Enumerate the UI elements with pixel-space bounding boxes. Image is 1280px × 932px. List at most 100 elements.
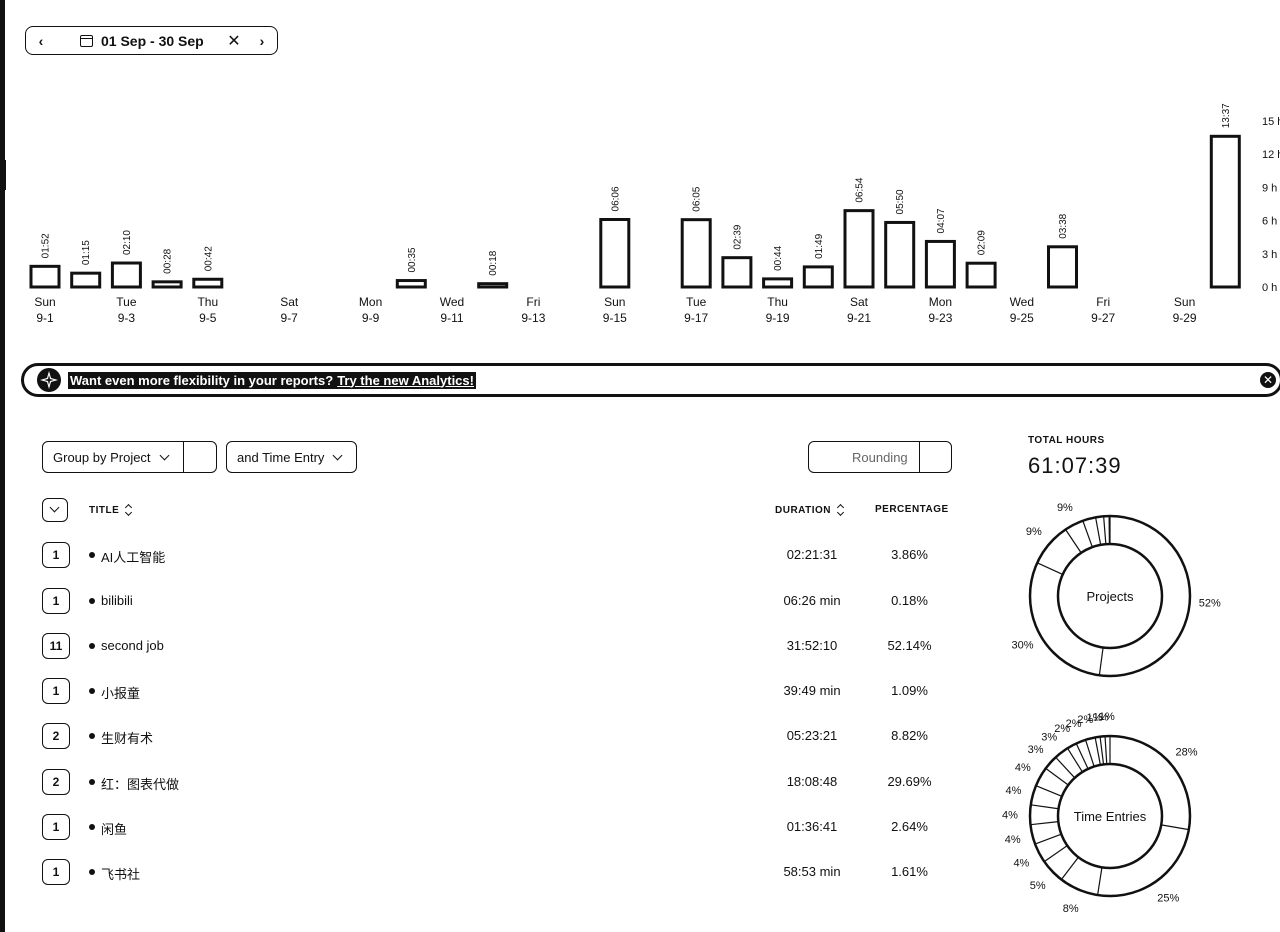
project-color-dot — [89, 733, 95, 739]
chevron-down-icon — [332, 450, 343, 460]
daily-duration-bar-chart: 01:52 01:15 02:10 00:28 00:42 00:35 00:18 06:06… — [29, 103, 1280, 325]
bar-9-17 — [680, 218, 712, 289]
project-color-dot — [89, 598, 95, 604]
donut-slice-label: 3% — [1028, 744, 1044, 756]
donut-center-label: Time Entries — [1074, 809, 1147, 824]
x-tick-day-label: Wed — [1010, 295, 1034, 309]
table-row[interactable]: 11 second job 31:52:10 52.14% — [42, 633, 962, 659]
percentage-column-header: PERCENTAGE — [875, 504, 949, 515]
donut-slice-label: 4% — [1002, 809, 1018, 821]
group-by-dropdown[interactable]: Group by Project — [42, 441, 217, 473]
project-name: 红：图表代做 — [101, 777, 180, 792]
donut-slice-label: 9% — [1057, 502, 1073, 514]
x-tick-date-label: 9-15 — [603, 311, 627, 325]
close-icon[interactable]: ✕ — [227, 32, 241, 50]
x-tick-day-label: Mon — [359, 295, 382, 309]
rounding-toggle[interactable]: Rounding — [808, 441, 952, 473]
bar-value-label: 01:49 — [814, 233, 825, 258]
duration-column-header[interactable]: DURATION — [775, 504, 845, 516]
bar-value-label: 00:18 — [488, 250, 499, 275]
entry-count-button[interactable]: 2 — [42, 723, 70, 749]
sort-icon[interactable] — [125, 504, 133, 516]
x-tick-date-label: 9-17 — [684, 311, 708, 325]
donut-slice-label: 52% — [1199, 598, 1221, 610]
x-tick-date-label: 9-5 — [199, 311, 217, 325]
donut-slice-label: 28% — [1175, 747, 1197, 759]
x-tick-day-label: Wed — [440, 295, 464, 309]
calendar-icon — [80, 34, 93, 47]
donut-slice-divider — [1161, 824, 1189, 831]
chevron-left-icon[interactable]: ‹ — [38, 32, 44, 49]
table-row[interactable]: 1 bilibili 06:26 min 0.18% — [42, 588, 962, 614]
project-name: second job — [101, 638, 164, 653]
bar-value-label: 06:06 — [610, 186, 621, 211]
bar-value-label: 13:37 — [1221, 103, 1232, 128]
donut-slice-divider — [1055, 756, 1076, 779]
bar-value-label: 00:28 — [163, 248, 174, 273]
project-duration: 31:52:10 — [786, 638, 838, 653]
project-percentage: 8.82% — [891, 728, 928, 743]
close-circle-icon[interactable]: ✕ — [1260, 372, 1276, 388]
entry-count-button[interactable]: 1 — [42, 814, 70, 840]
expand-all-button[interactable] — [42, 498, 68, 522]
entry-count-button[interactable]: 2 — [42, 769, 70, 795]
entry-count-button[interactable]: 1 — [42, 678, 70, 704]
chevron-right-icon[interactable]: › — [259, 32, 265, 49]
donut-slice-divider — [1036, 562, 1063, 575]
bar-9-18 — [721, 256, 753, 289]
x-tick-day-label: Sat — [280, 295, 299, 309]
project-color-dot — [89, 824, 95, 830]
banner-message: Want even more flexibility in your repor… — [70, 372, 334, 388]
title-column-header[interactable]: TITLE — [89, 504, 133, 516]
x-tick-date-label: 9-19 — [766, 311, 790, 325]
group-by-add-segment[interactable] — [183, 442, 184, 472]
entry-count-button[interactable]: 11 — [42, 633, 70, 659]
x-tick-date-label: 9-3 — [118, 311, 136, 325]
rounding-settings-segment[interactable] — [919, 442, 920, 472]
table-row[interactable]: 2 生财有术 05:23:21 8.82% — [42, 723, 962, 749]
entry-count-button[interactable]: 1 — [42, 588, 70, 614]
table-row[interactable]: 1 飞书社 58:53 min 1.61% — [42, 859, 962, 885]
donut-slice-divider — [1084, 739, 1095, 767]
table-row[interactable]: 1 小报童 39:49 min 1.09% — [42, 678, 962, 704]
sub-group-dropdown[interactable]: and Time Entry — [226, 441, 357, 473]
date-range-label[interactable]: 01 Sep - 30 Sep — [101, 32, 204, 49]
bar-9-19 — [762, 277, 794, 289]
total-hours-value: 61:07:39 — [1028, 453, 1122, 478]
donut-slice-divider — [1030, 821, 1059, 826]
time-entries-donut-chart: 28%25%8%5%4%4%4%4%4%3%3%2%2%2%1%1%1%Time… — [1002, 711, 1198, 915]
project-color-dot — [89, 552, 95, 558]
table-row[interactable]: 1 闲鱼 01:36:41 2.64% — [42, 814, 962, 840]
bar-value-label: 00:44 — [773, 245, 784, 270]
bar-9-22 — [884, 220, 916, 289]
donut-slice-divider — [1060, 856, 1079, 880]
entry-count-button[interactable]: 1 — [42, 859, 70, 885]
table-header: TITLE DURATION PERCENTAGE — [42, 498, 962, 522]
y-tick-label: 15 h — [1262, 116, 1280, 128]
project-name: 生财有术 — [101, 731, 154, 746]
donut-slice-label: 1% — [1099, 711, 1115, 723]
project-name: bilibili — [101, 593, 133, 608]
project-name: 闲鱼 — [101, 822, 128, 837]
project-color-dot — [89, 688, 95, 694]
entry-count-button[interactable]: 1 — [42, 542, 70, 568]
bar-value-label: 02:09 — [977, 230, 988, 255]
sort-icon[interactable] — [837, 504, 845, 516]
try-analytics-link[interactable]: Try the new Analytics! — [337, 372, 474, 388]
group-by-label: Group by Project — [53, 449, 151, 465]
donut-slice-divider — [1045, 767, 1069, 786]
project-duration: 18:08:48 — [786, 774, 838, 789]
table-row[interactable]: 1 AI人工智能 02:21:31 3.86% — [42, 542, 962, 568]
x-tick-date-label: 9-25 — [1010, 311, 1034, 325]
analytics-banner: Want even more flexibility in your repor… — [21, 363, 1280, 397]
donut-slice-divider — [1098, 647, 1104, 676]
donut-slice-label: 4% — [1015, 762, 1031, 774]
project-name: AI人工智能 — [101, 550, 166, 565]
date-range-picker[interactable]: ‹ 01 Sep - 30 Sep ✕ › — [25, 26, 278, 55]
table-row[interactable]: 2 红：图表代做 18:08:48 29.69% — [42, 769, 962, 795]
donut-slice-label: 2% — [1054, 723, 1070, 735]
donut-slice-label: 1% — [1093, 711, 1109, 723]
x-tick-day-label: Mon — [929, 295, 952, 309]
bar-9-4 — [151, 280, 183, 289]
bar-value-label: 04:07 — [936, 208, 947, 233]
